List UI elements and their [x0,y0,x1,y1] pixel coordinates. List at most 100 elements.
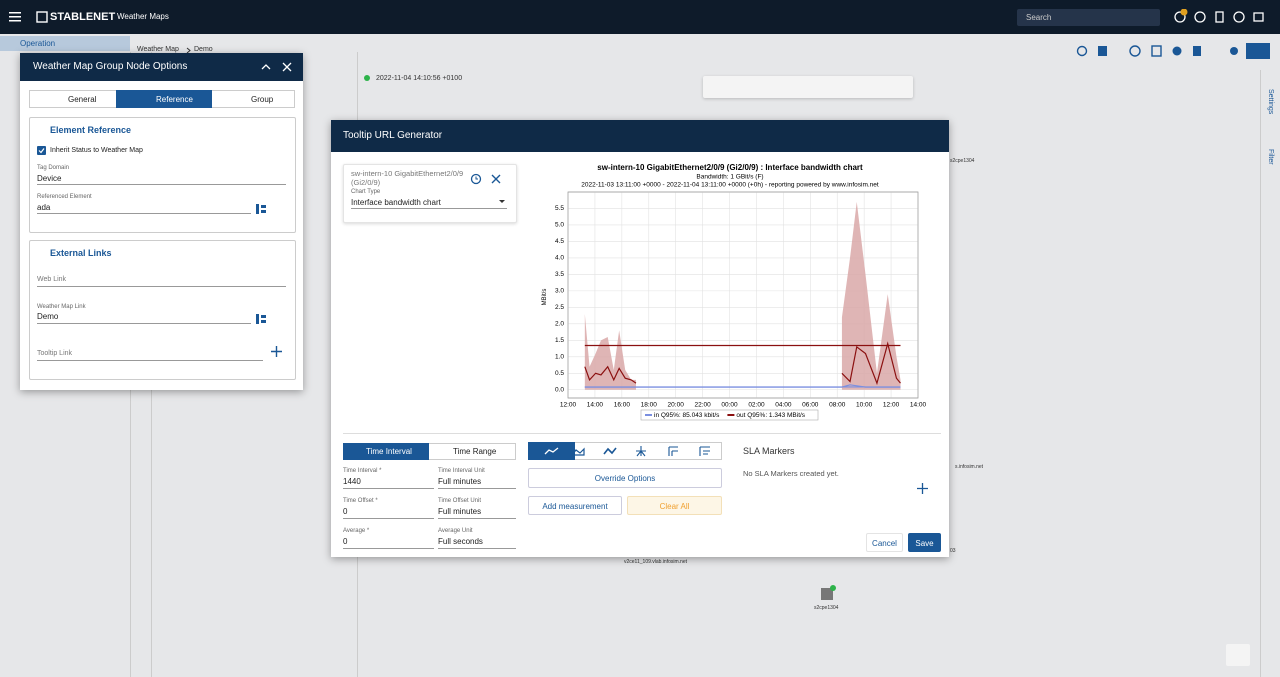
card-title: Element Reference [50,125,131,135]
sidebar-tab[interactable]: Settings [1267,89,1274,114]
sidebar-tab[interactable]: Filter [1267,149,1274,165]
field-underline [37,360,263,361]
external-links-card [29,240,296,380]
x-tick-label: 00:00 [721,402,738,409]
save-button[interactable]: Save [908,533,941,552]
field-value[interactable]: Full minutes [438,507,481,516]
override-button[interactable]: Override Options [528,468,722,488]
tree-icon[interactable] [256,204,266,214]
field-placeholder[interactable]: Web Link [37,276,66,283]
field-value[interactable]: Device [37,174,61,183]
x-tick-label: 14:00 [910,402,927,409]
legend-swatch [727,414,734,416]
field-value[interactable]: 0 [343,507,347,516]
legend-label: in Q95%: 85.043 kbit/s [654,412,720,419]
field-value[interactable]: Full seconds [438,537,483,546]
top-icons[interactable] [1172,9,1272,25]
field-value[interactable]: Interface bandwidth chart [351,198,441,207]
y-tick-label: 2.0 [555,321,564,328]
x-tick-label: 08:00 [829,402,846,409]
sla-empty: No SLA Markers created yet. [743,469,839,478]
y-tick-label: 1.5 [555,337,564,344]
field-value[interactable]: 0 [343,537,347,546]
tab[interactable]: Group [251,95,273,104]
x-tick-label: 04:00 [775,402,792,409]
chart-style-icons[interactable] [528,442,722,460]
breadcrumb-item[interactable]: Weather Map [137,46,179,53]
card-title: External Links [50,248,112,258]
x-tick-label: 18:00 [641,402,658,409]
field-label: Average * [343,528,369,534]
tab[interactable]: Reference [156,95,193,104]
x-tick-label: 22:00 [694,402,711,409]
field-underline [438,518,516,519]
field-underline [343,518,434,519]
x-tick-label: 14:00 [587,402,604,409]
section-name: Operation [20,39,55,48]
y-tick-label: 1.0 [555,354,564,361]
field-value[interactable]: Demo [37,312,58,321]
element-name: sw-intern-10 GigabitEthernet2/0/9 (Gi2/0… [351,169,466,187]
field-label: Referenced Element [37,194,92,200]
search-placeholder: Search [1026,13,1051,22]
field-label: Time Interval * [343,468,381,474]
y-tick-label: 0.0 [555,386,564,393]
x-tick-label: 20:00 [668,402,685,409]
dropdown-arrow [498,199,506,204]
divider [343,433,941,434]
y-tick-label: 4.0 [555,255,564,262]
menu-icon[interactable] [9,12,23,22]
field-value[interactable]: Full minutes [438,477,481,486]
mode-tab[interactable]: Time Interval [366,447,412,456]
add-measurement-button[interactable]: Add measurement [528,496,622,515]
checkbox[interactable] [37,146,46,155]
y-tick-label: 3.5 [555,271,564,278]
add-button[interactable] [271,346,282,357]
cancel-button[interactable]: Cancel [866,533,903,552]
chart-title: sw-intern-10 GigabitEthernet2/0/9 (Gi2/0… [597,163,863,172]
field-label: Time Offset * [343,498,378,504]
y-tick-label: 0.5 [555,370,564,377]
node-icon[interactable] [818,584,838,604]
x-tick-label: 16:00 [614,402,631,409]
field-underline [37,213,251,214]
toolbar-icons[interactable] [1072,43,1272,59]
app-name: Weather Maps [117,12,169,21]
field-underline [37,323,251,324]
field-placeholder[interactable]: Tooltip Link [37,350,72,357]
field-underline [37,184,286,185]
field-label: Weather Map Link [37,304,86,310]
clear-all-button[interactable]: Clear All [627,496,722,515]
dialog-controls[interactable] [260,61,296,73]
x-tick-label: 12:00 [883,402,900,409]
card-actions[interactable] [470,173,502,185]
bandwidth-chart: sw-intern-10 GigabitEthernet2/0/9 (Gi2/0… [540,160,930,426]
x-tick-label: 10:00 [856,402,873,409]
legend-swatch [645,414,652,416]
field-underline [351,208,507,209]
field-value[interactable]: 1440 [343,477,361,486]
map-toolbar[interactable] [703,76,913,98]
fullscreen-button[interactable] [1226,644,1250,666]
field-label: Average Unit [438,528,473,534]
field-value[interactable]: ada [37,203,50,212]
y-axis-label: MBit/s [542,289,548,306]
breadcrumb-item[interactable]: Demo [194,46,213,53]
tab[interactable]: General [68,95,96,104]
field-label: Time Offset Unit [438,498,481,504]
dialog-title: Tooltip URL Generator [343,130,442,141]
y-tick-label: 2.5 [555,304,564,311]
node-label: v2ce11_109.vlab.infosim.net [624,559,687,565]
mode-tab[interactable]: Time Range [453,447,496,456]
legend-label: out Q95%: 1.343 MBit/s [736,412,805,419]
field-label: Time Interval Unit [438,468,485,474]
dialog-title: Weather Map Group Node Options [33,61,187,72]
field-underline [343,548,434,549]
chart-subtitle: Bandwidth: 1 GBit/s (F) [696,174,763,181]
sla-title: SLA Markers [743,446,795,456]
add-sla-button[interactable] [917,483,928,494]
field-underline [438,548,516,549]
chart-subtitle: 2022-11-03 13:11:00 +0000 - 2022-11-04 1… [581,182,879,189]
tree-icon[interactable] [256,314,266,324]
